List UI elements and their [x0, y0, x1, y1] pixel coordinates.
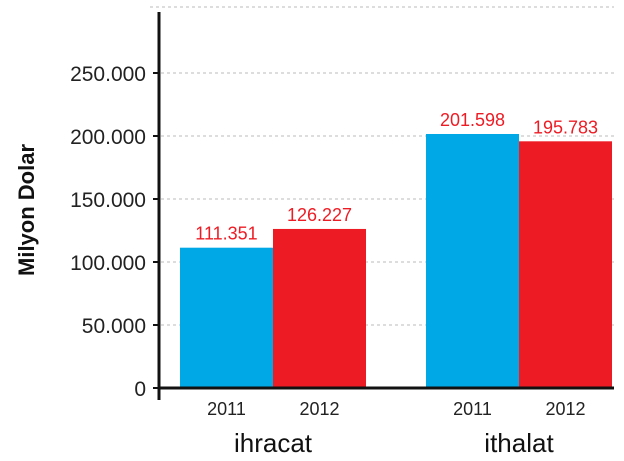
x-labels: 2011 2012 ihracat 2011 2012 ithalat — [207, 399, 585, 458]
y-tick-label: 150.000 — [70, 189, 146, 212]
gridlines — [150, 6, 614, 326]
data-labels: 111.351 126.227 201.598 195.783 — [195, 110, 598, 244]
y-axis-label: Milyon Dolar — [14, 144, 39, 276]
bar-ithalat-2012 — [519, 141, 612, 388]
group-label: ithalat — [484, 428, 554, 458]
y-tick-label: 250.000 — [70, 63, 146, 86]
y-tick-labels: 0 50.000 100.000 150.000 200.000 250.000 — [70, 63, 146, 401]
y-tick-label: 100.000 — [70, 252, 146, 275]
data-label: 126.227 — [287, 205, 352, 225]
group-label: ihracat — [234, 428, 313, 458]
bar-ihracat-2012 — [273, 228, 366, 388]
bar-ihracat-2011 — [180, 247, 273, 388]
data-label: 195.783 — [533, 117, 598, 137]
y-tick-label: 200.000 — [70, 126, 146, 149]
y-tick-label: 50.000 — [82, 315, 146, 338]
x-tick-label: 2012 — [299, 399, 339, 419]
bar-ithalat-2011 — [426, 133, 519, 388]
x-tick-label: 2011 — [207, 399, 246, 419]
axes — [153, 12, 614, 400]
bars — [180, 133, 612, 388]
y-tick-label: 0 — [134, 378, 146, 401]
x-tick-label: 2011 — [453, 399, 492, 419]
data-label: 201.598 — [440, 110, 505, 130]
data-label: 111.351 — [195, 224, 257, 244]
x-tick-label: 2012 — [545, 399, 585, 419]
